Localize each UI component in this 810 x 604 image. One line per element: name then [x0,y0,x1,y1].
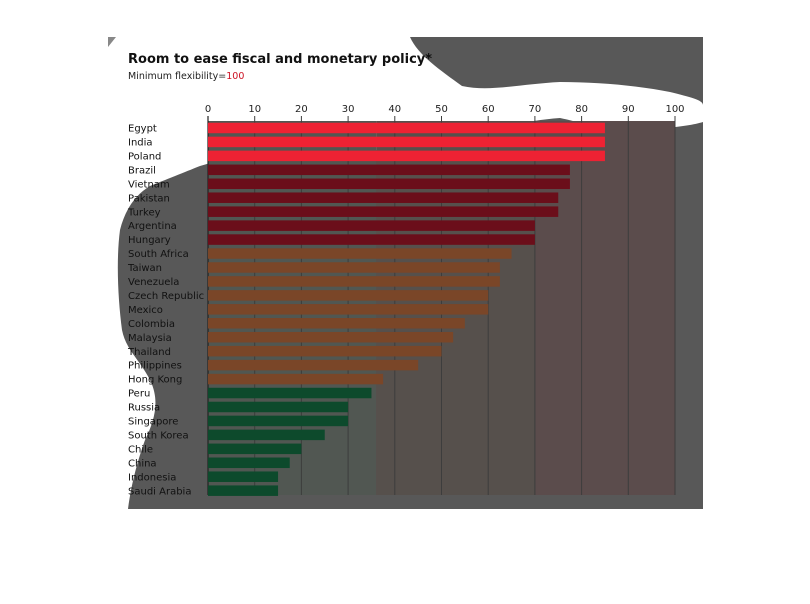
band-red [534,121,675,495]
category-label: Colombia [128,319,175,330]
x-tick-label: 70 [529,104,542,115]
x-tick-label: 50 [435,104,448,115]
chart-subtitle: Minimum flexibility=100 [128,71,244,82]
category-label: Turkey [127,207,161,218]
category-label: Hungary [128,235,171,246]
bar [208,318,465,329]
category-label: South Africa [128,249,189,260]
category-label: Philippines [128,361,182,372]
bar [208,345,442,357]
category-label: Mexico [128,305,163,316]
category-label: Thailand [127,347,171,358]
bar [208,192,559,203]
bar [208,262,500,273]
bar [208,401,349,413]
bar [208,150,605,162]
bars [208,122,605,496]
category-label: Argentina [128,221,177,232]
x-tick-label: 90 [622,104,635,115]
x-tick-label: 30 [342,104,355,115]
bar [208,373,384,385]
subtitle-value: 100 [226,71,244,82]
bar [208,457,290,469]
x-tick-label: 80 [575,104,588,115]
bar [208,304,489,315]
category-label: Saudi Arabia [128,486,191,497]
category-label: Vietnam [128,179,170,190]
x-tick-label: 100 [665,104,684,115]
category-label: Peru [128,389,150,400]
x-axis-ticks: 0 10 20 30 40 50 60 70 80 90 100 [205,104,685,115]
x-tick-label: 40 [388,104,401,115]
bar [208,429,325,441]
x-tick-label: 0 [205,104,211,115]
bar [208,331,454,343]
category-label: Pakistan [128,193,170,204]
category-label: South Korea [128,430,189,441]
category-label: Brazil [128,165,156,176]
bar [208,485,279,496]
category-label: Russia [128,403,160,414]
x-tick-label: 20 [295,104,308,115]
bar [208,276,500,287]
bar [208,220,535,231]
bar [208,122,605,134]
category-label: China [128,458,157,469]
category-label: Singapore [128,417,178,428]
bar [208,234,535,245]
category-label: Egypt [128,124,157,135]
bar [208,290,489,301]
bar [208,248,512,259]
chart-title: Room to ease fiscal and monetary policy* [128,52,432,67]
bar [208,206,559,217]
category-label: Taiwan [127,263,162,274]
category-label: Poland [128,151,161,162]
bar [208,387,372,399]
corner-fold [108,37,116,47]
bar [208,471,279,482]
bar [208,164,570,176]
category-label: Indonesia [128,472,176,483]
bar [208,178,570,190]
x-tick-label: 60 [482,104,495,115]
bar [208,443,302,455]
bar [208,415,349,427]
category-labels: Egypt India Poland Brazil Vietnam Pakistan Tur… [127,124,204,498]
category-label: Hong Kong [128,375,182,386]
category-label: Czech Republic [128,291,204,302]
category-label: India [128,138,153,149]
bar [208,136,605,148]
category-label: Chile [128,444,153,455]
x-tick-label: 10 [248,104,261,115]
category-label: Malaysia [128,333,172,344]
bar [208,359,419,371]
category-label: Venezuela [128,277,179,288]
